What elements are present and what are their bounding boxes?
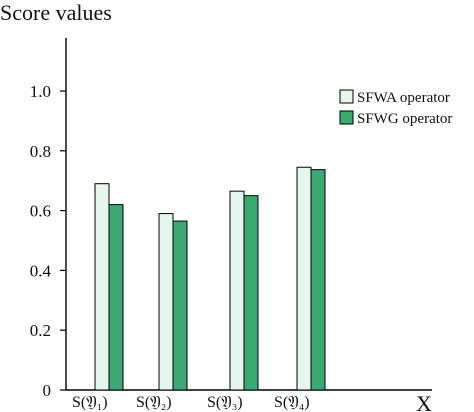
bar: [296, 166, 312, 391]
legend: SFWA operator SFWG operator: [339, 89, 452, 127]
x-tick-label-group: S(𝔜₁) S(𝔜₂) S(𝔜₃) S(𝔜₄): [72, 394, 310, 411]
x-tick-label: S(𝔜₃): [207, 394, 243, 411]
x-tick-label: S(𝔜₂): [136, 394, 172, 411]
legend-swatch: [339, 89, 354, 104]
y-tick-group: 0 0.2 0.4 0.6 0.8 1.0: [30, 82, 66, 400]
y-tick-label: 1.0: [30, 82, 51, 101]
bar: [172, 220, 188, 391]
legend-label: SFWA operator: [357, 90, 450, 106]
legend-swatch: [339, 110, 354, 125]
bar: [94, 183, 110, 391]
bar-group: [94, 166, 326, 391]
bar: [158, 213, 174, 391]
y-tick-label: 0.8: [30, 142, 51, 161]
bar: [229, 190, 245, 391]
x-tick-label: S(𝔜₁): [72, 394, 108, 411]
y-tick-label: 0.4: [30, 261, 52, 280]
y-tick-label: 0.2: [30, 321, 51, 340]
y-axis-label: Score values: [0, 0, 112, 25]
bar: [243, 195, 259, 391]
x-axis-label: X: [416, 391, 432, 412]
y-tick-label: 0.6: [30, 202, 51, 221]
x-tick-label: S(𝔜₄): [274, 394, 310, 411]
bar: [310, 169, 326, 391]
bar: [108, 204, 124, 391]
legend-label: SFWG operator: [357, 111, 452, 127]
y-tick-label: 0: [43, 381, 52, 400]
